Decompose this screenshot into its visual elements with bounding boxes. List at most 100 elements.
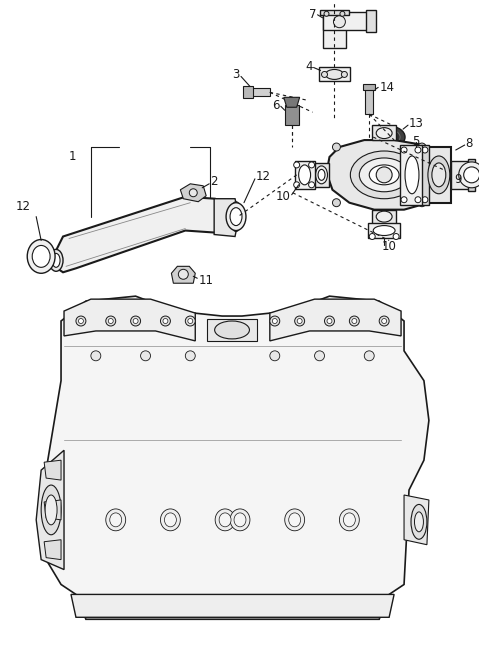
Circle shape [369,233,375,240]
Text: 10: 10 [382,240,396,253]
Circle shape [340,12,345,16]
Circle shape [334,16,346,28]
Circle shape [189,189,197,197]
Polygon shape [421,145,429,205]
Ellipse shape [350,151,418,199]
Ellipse shape [41,485,61,535]
Circle shape [379,316,389,326]
Polygon shape [36,450,64,570]
Circle shape [131,316,141,326]
Circle shape [272,318,277,324]
Ellipse shape [405,156,419,194]
Circle shape [309,162,314,168]
Circle shape [324,12,329,16]
Circle shape [163,318,168,324]
Circle shape [418,199,426,207]
Ellipse shape [230,509,250,531]
Ellipse shape [378,130,400,145]
Ellipse shape [49,249,63,271]
Circle shape [185,351,195,360]
Polygon shape [365,87,373,114]
Circle shape [133,318,138,324]
Circle shape [333,143,340,151]
Polygon shape [323,12,347,48]
Ellipse shape [343,513,355,527]
Circle shape [294,162,300,168]
Circle shape [352,318,357,324]
Ellipse shape [288,513,300,527]
Polygon shape [400,145,422,205]
Circle shape [324,316,335,326]
Circle shape [309,182,314,188]
Text: 2: 2 [210,175,217,189]
Circle shape [78,318,84,324]
Circle shape [314,351,324,360]
Ellipse shape [376,128,392,139]
Circle shape [401,147,407,153]
Ellipse shape [428,156,450,194]
Text: 1: 1 [69,151,76,163]
Ellipse shape [360,158,409,192]
Circle shape [464,167,480,183]
Circle shape [327,318,332,324]
Polygon shape [44,500,61,520]
Circle shape [459,162,480,188]
Circle shape [422,197,428,203]
Polygon shape [284,98,300,107]
Ellipse shape [234,513,246,527]
Circle shape [294,182,300,188]
Text: 10: 10 [276,190,291,203]
Text: 3: 3 [233,68,240,81]
Circle shape [418,143,426,151]
Ellipse shape [373,225,395,236]
Polygon shape [372,125,396,140]
Circle shape [376,167,392,183]
Polygon shape [214,199,238,236]
Ellipse shape [160,509,180,531]
Ellipse shape [318,169,325,180]
Polygon shape [44,460,61,480]
Ellipse shape [226,203,246,231]
Text: 5: 5 [412,134,420,147]
Ellipse shape [45,495,57,525]
Polygon shape [64,299,195,341]
Circle shape [270,316,280,326]
Polygon shape [468,159,475,191]
Polygon shape [243,87,253,98]
Circle shape [341,72,348,78]
Circle shape [333,199,340,207]
Circle shape [106,316,116,326]
Polygon shape [426,147,451,203]
Ellipse shape [315,166,327,184]
Circle shape [76,316,86,326]
Text: 13: 13 [409,117,424,130]
Ellipse shape [165,513,176,527]
Text: 4: 4 [305,60,312,73]
Polygon shape [320,10,349,15]
Circle shape [415,197,421,203]
Circle shape [322,72,327,78]
Ellipse shape [219,513,231,527]
Ellipse shape [415,512,423,532]
Ellipse shape [369,165,399,185]
Ellipse shape [215,509,235,531]
Circle shape [422,147,428,153]
Polygon shape [319,67,350,81]
Text: 6: 6 [272,99,280,112]
Circle shape [160,316,170,326]
Circle shape [141,351,151,360]
Polygon shape [248,89,270,96]
Polygon shape [372,210,396,225]
Polygon shape [366,10,376,32]
Polygon shape [180,184,206,202]
Text: 14: 14 [379,81,394,94]
Circle shape [393,233,399,240]
Circle shape [179,269,188,279]
Text: 8: 8 [466,136,473,149]
Ellipse shape [285,509,305,531]
Circle shape [297,318,302,324]
Polygon shape [323,12,369,30]
Circle shape [384,132,394,142]
Ellipse shape [27,240,55,273]
Circle shape [364,351,374,360]
